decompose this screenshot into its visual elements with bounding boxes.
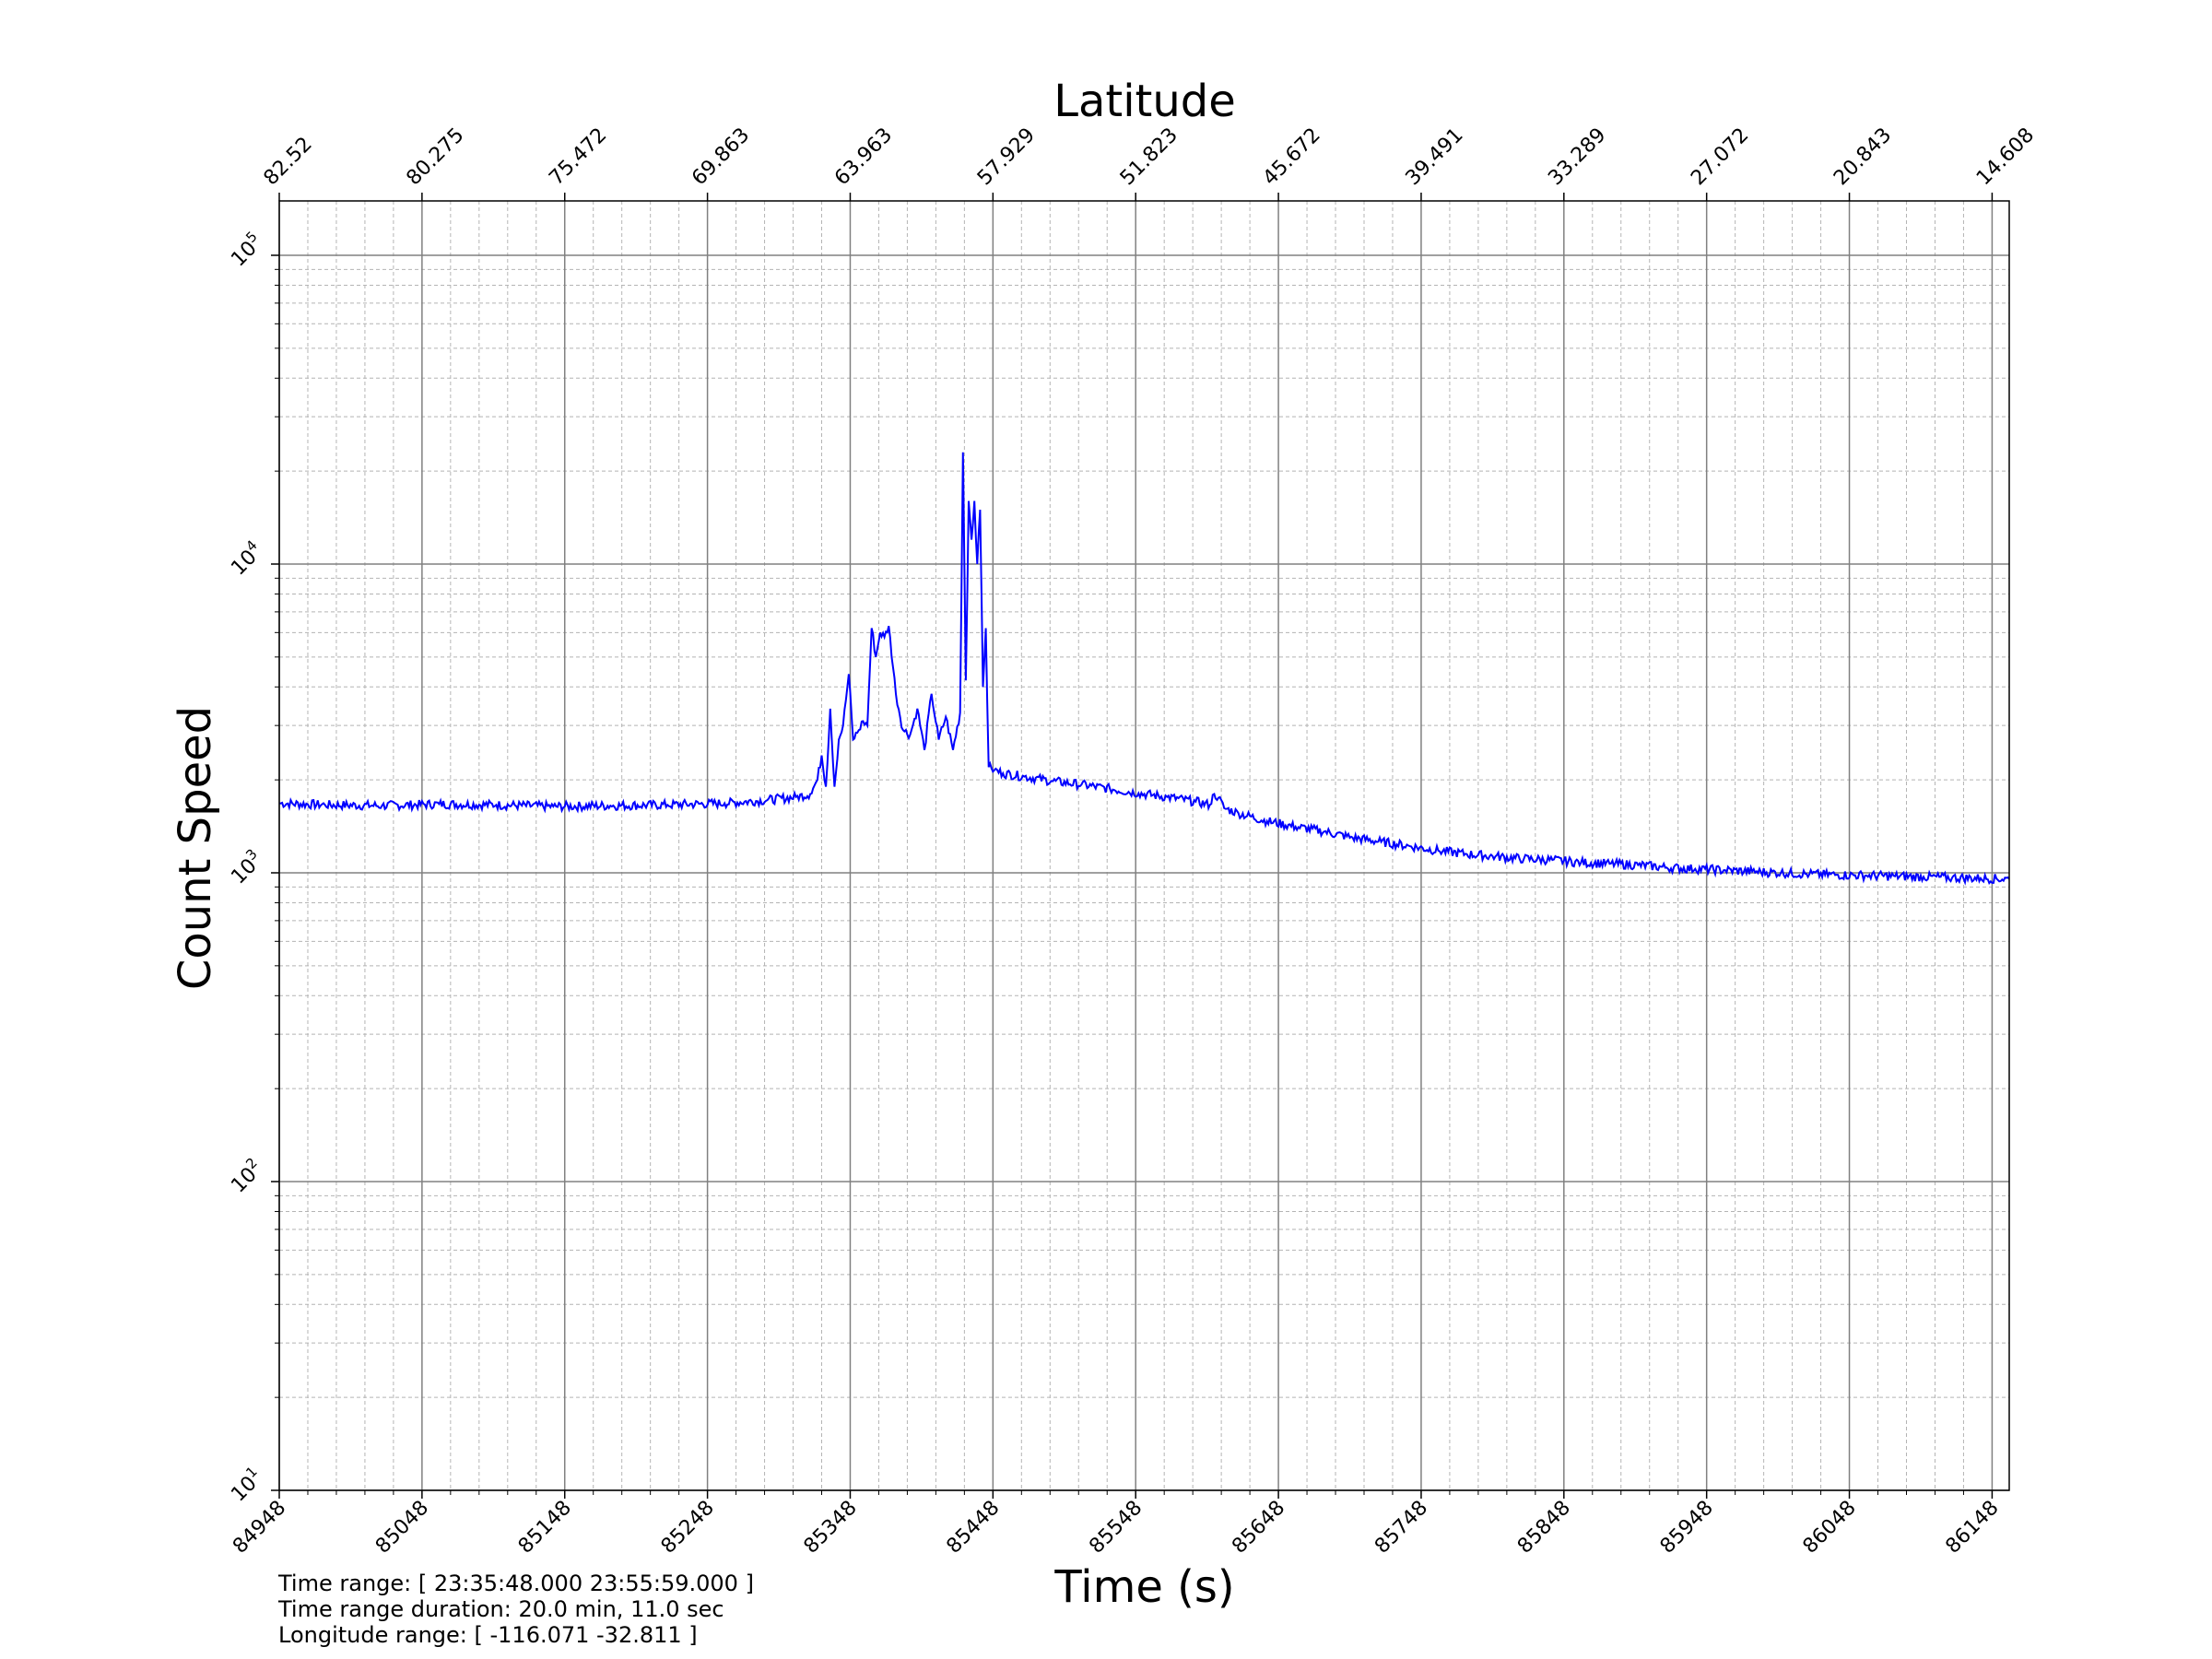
- y-tick-label: 101: [224, 1463, 267, 1506]
- latitude-tick-label: 57.929: [973, 124, 1040, 190]
- y-tick-label: 104: [224, 536, 267, 580]
- latitude-tick-label: 80.275: [402, 124, 468, 190]
- latitude-tick-label: 69.863: [688, 124, 754, 190]
- x-tick-label: 85648: [1228, 1497, 1289, 1559]
- latitude-tick-label: 82.52: [260, 133, 317, 190]
- latitude-tick-label: 75.472: [545, 124, 611, 190]
- x-tick-label: 84948: [229, 1497, 290, 1559]
- count-speed-series-line: [278, 452, 2010, 886]
- major-grid: [278, 201, 2009, 1491]
- x-tick-label: 85848: [1513, 1497, 1575, 1559]
- x-tick-label: 85948: [1656, 1497, 1718, 1559]
- latitude-tick-label: 51.823: [1116, 124, 1182, 190]
- y-tick-label: 102: [224, 1154, 267, 1197]
- x-tick-label: 85448: [942, 1497, 1004, 1559]
- x-tick-label: 85748: [1371, 1497, 1432, 1559]
- latitude-tick-label: 27.072: [1687, 124, 1753, 190]
- latitude-tick-label: 39.491: [1402, 124, 1468, 190]
- latitude-tick-label: 45.672: [1259, 124, 1325, 190]
- x-tick-label: 86048: [1799, 1497, 1861, 1559]
- x-tick-label: 85248: [657, 1497, 719, 1559]
- x-tick-label: 85548: [1085, 1497, 1147, 1559]
- longitude-range-text: Longitude range: [ -116.071 -32.811 ]: [278, 1622, 698, 1648]
- x-tick-label: 85348: [800, 1497, 862, 1559]
- latitude-tick-label: 20.843: [1830, 124, 1896, 190]
- latitude-tick-label: 33.289: [1544, 124, 1610, 190]
- latitude-axis-title: Latitude: [1053, 76, 1236, 127]
- x-tick-label: 85148: [514, 1497, 576, 1559]
- x-tick-label: 85048: [371, 1497, 433, 1559]
- x-tick-label: 86148: [1941, 1497, 2003, 1559]
- latitude-tick-label: 14.608: [1972, 124, 2039, 190]
- minor-grid: [279, 201, 2009, 1490]
- plot-frame: [278, 200, 2010, 1491]
- y-tick-label: 105: [224, 228, 267, 271]
- y-tick-label: 103: [224, 845, 267, 888]
- time-range-text: Time range: [ 23:35:48.000 23:55:59.000 …: [277, 1571, 754, 1596]
- time-axis-title: Time (s): [1053, 1561, 1234, 1613]
- time-duration-text: Time range duration: 20.0 min, 11.0 sec: [277, 1596, 724, 1622]
- latitude-tick-label: 63.963: [830, 124, 897, 190]
- count-speed-axis-title: Count Speed: [170, 706, 221, 990]
- tick-marks: [271, 193, 1994, 1499]
